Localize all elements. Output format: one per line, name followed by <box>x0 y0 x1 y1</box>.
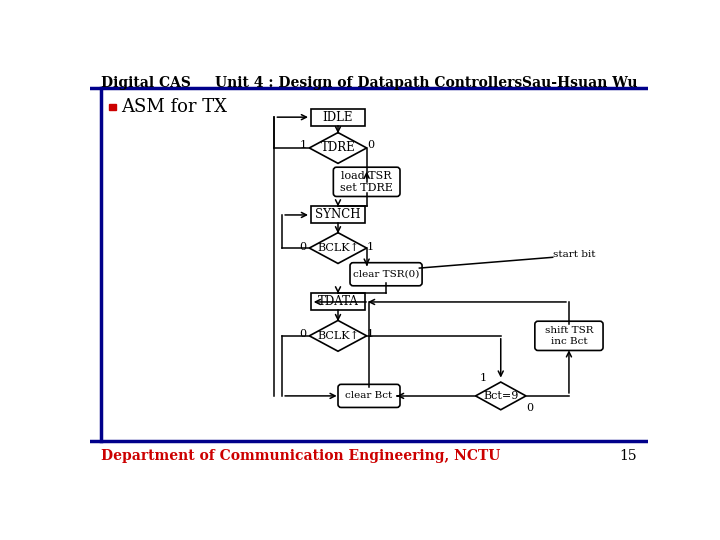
FancyBboxPatch shape <box>338 384 400 408</box>
Text: Unit 4 : Design of Datapath Controllers: Unit 4 : Design of Datapath Controllers <box>215 76 523 90</box>
FancyBboxPatch shape <box>350 262 422 286</box>
Text: Bct=9: Bct=9 <box>483 391 518 401</box>
Text: TDRE: TDRE <box>320 141 356 154</box>
Polygon shape <box>310 132 366 164</box>
Text: 1: 1 <box>480 373 487 383</box>
Bar <box>109 104 116 110</box>
FancyBboxPatch shape <box>535 321 603 350</box>
Text: clear TSR(0): clear TSR(0) <box>353 270 419 279</box>
FancyBboxPatch shape <box>311 109 365 126</box>
Polygon shape <box>310 233 366 264</box>
Text: clear Bct: clear Bct <box>346 392 392 400</box>
Text: 0: 0 <box>367 140 374 150</box>
Text: 0: 0 <box>300 329 307 339</box>
Text: Sau-Hsuan Wu: Sau-Hsuan Wu <box>522 76 637 90</box>
Text: SYNCH: SYNCH <box>315 208 361 221</box>
Text: 1: 1 <box>300 140 307 150</box>
Polygon shape <box>476 382 526 410</box>
FancyBboxPatch shape <box>311 294 365 310</box>
Polygon shape <box>310 320 366 351</box>
Text: IDLE: IDLE <box>323 111 354 124</box>
Text: 0: 0 <box>300 241 307 252</box>
FancyBboxPatch shape <box>333 167 400 197</box>
Text: Department of Communication Engineering, NCTU: Department of Communication Engineering,… <box>101 449 500 463</box>
Text: ASM for TX: ASM for TX <box>121 98 227 116</box>
Text: start bit: start bit <box>554 251 596 260</box>
Text: 1: 1 <box>367 241 374 252</box>
Text: Digital CAS: Digital CAS <box>101 76 191 90</box>
Text: BCLK↑: BCLK↑ <box>317 331 359 341</box>
Text: BCLK↑: BCLK↑ <box>317 243 359 253</box>
Text: 15: 15 <box>619 449 637 463</box>
Text: TDATA: TDATA <box>318 295 359 308</box>
Text: shift TSR
inc Bct: shift TSR inc Bct <box>545 326 593 346</box>
Text: 1: 1 <box>367 329 374 339</box>
FancyBboxPatch shape <box>311 206 365 224</box>
Text: load TSR
set TDRE: load TSR set TDRE <box>341 171 393 193</box>
Text: 0: 0 <box>526 403 534 413</box>
